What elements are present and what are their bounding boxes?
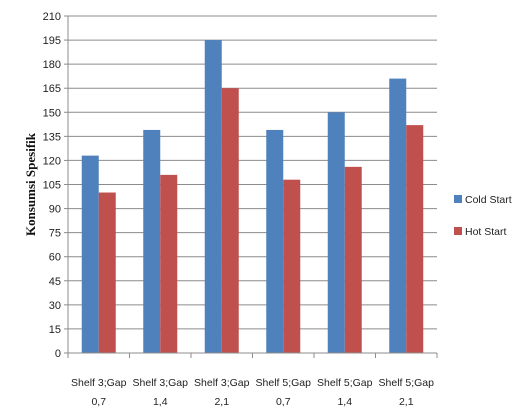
bar-cold-start	[143, 129, 161, 353]
legend-label: Cold Start	[465, 194, 512, 206]
y-tick-label: 210	[43, 11, 61, 23]
x-category-label-line: 0,7	[276, 396, 291, 408]
bar-cold-start	[81, 155, 99, 353]
y-tick-label: 90	[49, 204, 61, 216]
x-category-label-line: 1,4	[337, 396, 352, 408]
y-tick-label: 15	[49, 324, 61, 336]
bar-cold-start	[266, 129, 284, 353]
x-category-label-line: Shelf 3;Gap	[194, 377, 250, 389]
x-category-label-line: Shelf 5;Gap	[317, 377, 373, 389]
y-tick-label: 75	[49, 228, 61, 240]
x-category-label: Shelf 3;Gap 0,7	[71, 377, 127, 408]
y-tick-label: 30	[49, 300, 61, 312]
y-axis-label: Konsumsi Spesifik	[23, 132, 38, 236]
axes	[67, 16, 438, 358]
bar-hot-start	[406, 125, 424, 353]
y-tick-label: 105	[43, 180, 61, 192]
y-tick-label: 150	[43, 107, 61, 119]
y-axis-ticks: 0 15 30 45 60 75 90 105 120 135 150 165 180 195 210	[43, 11, 68, 360]
x-category-label-line: Shelf 5;Gap	[379, 377, 435, 389]
x-category-label-line: 2,1	[399, 396, 414, 408]
bar-hot-start	[344, 166, 362, 353]
legend-swatch	[454, 195, 462, 203]
legend-swatch	[454, 227, 462, 235]
y-tick-label: 195	[43, 35, 61, 47]
x-category-label: Shelf 3;Gap 1,4	[133, 377, 189, 408]
x-category-label-line: Shelf 3;Gap	[133, 377, 189, 389]
grid-lines	[68, 15, 437, 330]
bar-cold-start	[204, 40, 222, 353]
y-tick-label: 165	[43, 83, 61, 95]
x-axis-categories: Shelf 3;Gap 0,7 Shelf 3;Gap 1,4 Shelf 3;Gap 2…	[71, 377, 434, 408]
x-category-label: Shelf 5;Gap 2,1	[379, 377, 435, 408]
x-category-label-line: Shelf 3;Gap	[71, 377, 127, 389]
y-tick-label: 60	[49, 252, 61, 264]
x-category-label: Shelf 3;Gap 2,1	[194, 377, 250, 408]
x-category-label-line: Shelf 5;Gap	[256, 377, 312, 389]
bar-cold-start	[389, 78, 407, 353]
legend: Cold Start Hot Start	[454, 194, 512, 238]
bar-hot-start	[221, 88, 239, 353]
y-tick-label: 180	[43, 59, 61, 71]
x-category-label-line: 2,1	[214, 396, 229, 408]
x-category-label: Shelf 5;Gap 0,7	[256, 377, 312, 408]
x-category-label-line: 1,4	[153, 396, 168, 408]
x-category-label: Shelf 5;Gap 1,4	[317, 377, 373, 408]
bar-cold-start	[327, 112, 345, 354]
bars	[81, 40, 424, 354]
x-category-label-line: 0,7	[91, 396, 106, 408]
bar-hot-start	[98, 192, 116, 353]
bar-hot-start	[160, 174, 178, 353]
y-tick-label: 45	[49, 276, 61, 288]
y-tick-label: 135	[43, 131, 61, 143]
legend-label: Hot Start	[465, 226, 507, 238]
y-tick-label: 0	[55, 348, 61, 360]
bar-hot-start	[283, 179, 301, 353]
y-tick-label: 120	[43, 155, 61, 167]
